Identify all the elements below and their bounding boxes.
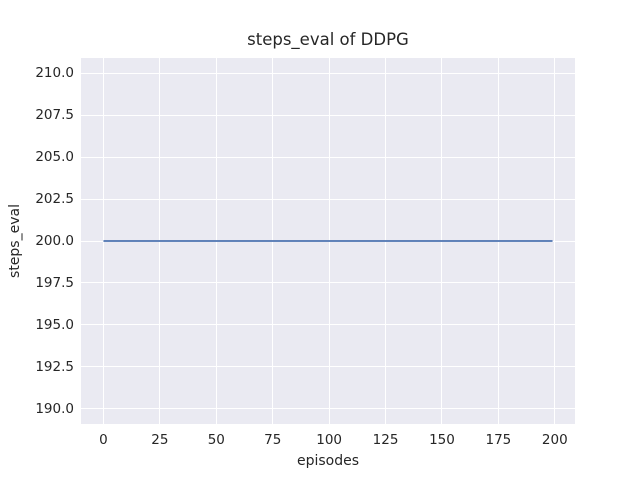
y-tick-label: 192.5 <box>35 358 74 375</box>
plot-area <box>81 58 575 424</box>
y-gridline <box>81 408 575 410</box>
y-tick-label: 190.0 <box>35 400 74 417</box>
x-tick-label: 125 <box>372 432 399 448</box>
y-gridline <box>81 282 575 284</box>
x-tick-label: 50 <box>207 432 225 448</box>
x-gridline <box>554 58 556 424</box>
series-layer <box>103 240 553 242</box>
y-gridline <box>81 114 575 116</box>
y-gridline <box>81 324 575 326</box>
y-tick-label: 200.0 <box>35 233 74 249</box>
y-tick-label: 202.5 <box>35 191 74 208</box>
x-tick-label: 100 <box>316 432 343 448</box>
y-tick-label: 210.0 <box>35 65 74 82</box>
y-gridline <box>81 156 575 158</box>
y-tick-label: 197.5 <box>35 274 74 291</box>
x-tick-label: 200 <box>541 432 568 448</box>
y-gridline <box>81 72 575 74</box>
chart-title: steps_eval of DDPG <box>247 30 409 49</box>
x-tick-label: 25 <box>151 432 169 448</box>
y-axis-label: steps_eval <box>7 204 23 278</box>
x-axis-label: episodes <box>296 453 360 469</box>
y-gridline <box>81 366 575 368</box>
y-tick-label: 207.5 <box>35 107 74 124</box>
x-tick-label: 0 <box>99 432 108 448</box>
y-tick-label: 205.0 <box>35 149 74 166</box>
y-gridline <box>81 198 575 200</box>
x-tick-label: 75 <box>264 432 282 448</box>
y-tick-label: 195.0 <box>35 316 74 333</box>
x-gridline <box>102 58 104 424</box>
x-tick-label: 175 <box>485 432 512 448</box>
x-tick-label: 150 <box>429 432 455 448</box>
